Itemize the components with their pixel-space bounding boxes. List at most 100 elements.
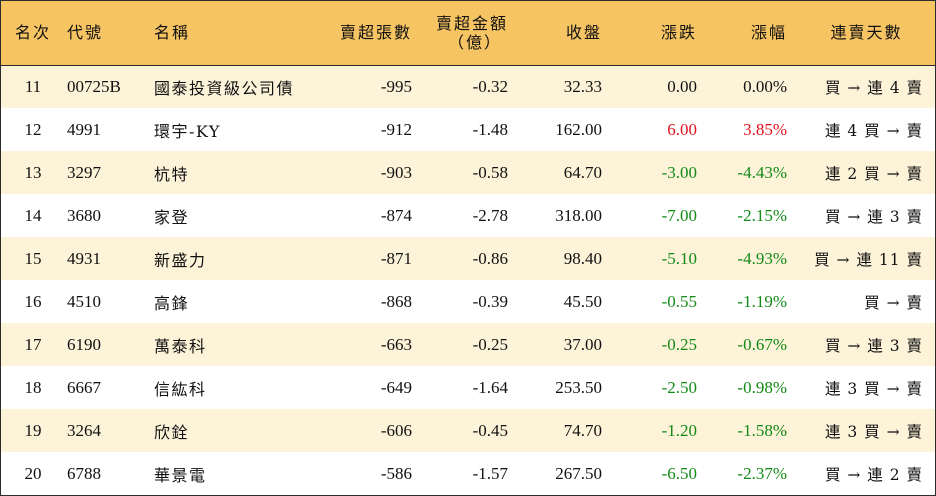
cell-consecutive-days: 連 2 買 → 賣	[824, 164, 923, 183]
cell-close: 253.50	[555, 377, 602, 397]
cell-consecutive-days: 買 → 連 4 賣	[824, 78, 923, 97]
cell-consecutive-days: 連 3 買 → 賣	[824, 422, 923, 441]
cell-close: 74.70	[563, 420, 602, 440]
cell-change: 6.00	[667, 119, 697, 139]
cell-name: 華景電	[154, 465, 207, 485]
cell-name: 家登	[154, 207, 190, 227]
cell-consecutive-days: 買 → 連 11 賣	[814, 250, 923, 269]
cell-consecutive-days: 買 → 連 3 賣	[824, 336, 923, 355]
cell-change-pct: -2.15%	[737, 205, 787, 225]
cell-close: 98.40	[563, 248, 602, 268]
cell-net-sell-amount: -0.58	[472, 162, 508, 182]
cell-code: 6667	[67, 377, 101, 397]
cell-rank: 18	[24, 377, 42, 397]
cell-rank: 14	[24, 205, 42, 225]
cell-close: 267.50	[555, 463, 602, 483]
cell-net-sell-amount: -1.64	[472, 377, 508, 397]
cell-change: 0.00	[667, 76, 697, 96]
cell-change-pct: -1.58%	[737, 420, 787, 440]
cell-code: 6190	[67, 334, 101, 354]
cell-change: -7.00	[661, 205, 697, 225]
cell-consecutive-days: 連 4 買 → 賣	[824, 121, 923, 140]
cell-name: 信紘科	[154, 379, 207, 399]
cell-rank: 19	[24, 420, 42, 440]
header-change-pct: 漲幅	[707, 1, 798, 66]
cell-code: 3680	[67, 205, 101, 225]
cell-change: -1.20	[661, 420, 697, 440]
header-net-sell-volume: 賣超張數	[319, 1, 422, 66]
cell-name: 新盛力	[154, 250, 207, 270]
header-close: 收盤	[518, 1, 614, 66]
cell-change-pct: -1.19%	[737, 291, 787, 311]
header-net-sell-amount-line1: 賣超金額	[435, 13, 508, 33]
cell-rank: 16	[24, 291, 42, 311]
cell-name: 國泰投資級公司債	[154, 78, 295, 98]
cell-code: 00725B	[67, 76, 121, 96]
cell-rank: 13	[24, 162, 42, 182]
cell-net-sell-amount: -0.39	[472, 291, 508, 311]
cell-net-sell-amount: -1.57	[472, 463, 508, 483]
header-net-sell-amount-line2: （億）	[447, 32, 502, 52]
cell-change: -2.50	[661, 377, 697, 397]
cell-net-sell-volume: -868	[380, 291, 412, 311]
cell-change: -5.10	[661, 248, 697, 268]
cell-change: -0.55	[661, 291, 697, 311]
cell-consecutive-days: 買 → 連 2 賣	[824, 465, 923, 484]
cell-net-sell-volume: -912	[380, 119, 412, 139]
cell-change-pct: -4.93%	[737, 248, 787, 268]
cell-net-sell-volume: -874	[380, 205, 412, 225]
table-row: 16 4510 高鋒 -868 -0.39 45.50 -0.55 -1.19% 買 → 賣	[1, 280, 935, 323]
cell-rank: 11	[24, 76, 42, 96]
cell-net-sell-amount: -0.32	[472, 76, 508, 96]
cell-close: 162.00	[555, 119, 602, 139]
cell-close: 37.00	[563, 334, 602, 354]
cell-close: 64.70	[563, 162, 602, 182]
cell-close: 32.33	[563, 76, 602, 96]
header-name: 名稱	[147, 1, 319, 66]
table-row: 11 00725B 國泰投資級公司債 -995 -0.32 32.33 0.00 0.00% 買…	[1, 65, 935, 108]
cell-rank: 12	[24, 119, 42, 139]
cell-change: -6.50	[661, 463, 697, 483]
cell-rank: 15	[24, 248, 42, 268]
cell-close: 45.50	[563, 291, 602, 311]
table-row: 13 3297 杭特 -903 -0.58 64.70 -3.00 -4.43% 連 2 買 →…	[1, 151, 935, 194]
cell-code: 4931	[67, 248, 101, 268]
cell-consecutive-days: 買 → 賣	[864, 293, 923, 312]
cell-change-pct: -2.37%	[737, 463, 787, 483]
cell-consecutive-days: 連 3 買 → 賣	[824, 379, 923, 398]
header-consecutive-days: 連賣天數	[798, 1, 935, 66]
header-row: 名次 代號 名稱 賣超張數 賣超金額 （億） 收盤 漲跌 漲幅 連賣天數	[1, 1, 935, 66]
cell-net-sell-amount: -0.25	[472, 334, 508, 354]
header-net-sell-amount: 賣超金額 （億）	[422, 1, 518, 66]
cell-change-pct: -0.98%	[737, 377, 787, 397]
cell-change: -0.25	[661, 334, 697, 354]
cell-net-sell-volume: -871	[380, 248, 412, 268]
cell-net-sell-volume: -663	[380, 334, 412, 354]
cell-name: 高鋒	[154, 293, 190, 313]
cell-net-sell-amount: -1.48	[472, 119, 508, 139]
cell-code: 6788	[67, 463, 101, 483]
cell-code: 3297	[67, 162, 101, 182]
cell-code: 4510	[67, 291, 101, 311]
cell-change-pct: 0.00%	[743, 76, 787, 96]
table-row: 14 3680 家登 -874 -2.78 318.00 -7.00 -2.15% 買 → 連 …	[1, 194, 935, 237]
cell-consecutive-days: 買 → 連 3 賣	[824, 207, 923, 226]
table-row: 15 4931 新盛力 -871 -0.86 98.40 -5.10 -4.93% 買 → 連 …	[1, 237, 935, 280]
cell-name: 杭特	[154, 164, 190, 184]
table-row: 18 6667 信紘科 -649 -1.64 253.50 -2.50 -0.98% 連 3 買…	[1, 366, 935, 409]
header-change: 漲跌	[614, 1, 707, 66]
table-row: 17 6190 萬泰科 -663 -0.25 37.00 -0.25 -0.67% 買 → 連 …	[1, 323, 935, 366]
cell-net-sell-volume: -649	[380, 377, 412, 397]
cell-rank: 17	[24, 334, 42, 354]
table-row: 20 6788 華景電 -586 -1.57 267.50 -6.50 -2.37% 買 → 連…	[1, 452, 935, 495]
header-rank: 名次	[1, 1, 65, 66]
cell-name: 環宇-KY	[154, 121, 221, 141]
cell-net-sell-volume: -586	[380, 463, 412, 483]
cell-net-sell-volume: -995	[380, 76, 412, 96]
cell-net-sell-amount: -0.86	[472, 248, 508, 268]
cell-change: -3.00	[661, 162, 697, 182]
table-row: 12 4991 環宇-KY -912 -1.48 162.00 6.00 3.85% 連 4 買…	[1, 108, 935, 151]
cell-change-pct: -0.67%	[737, 334, 787, 354]
cell-net-sell-volume: -903	[380, 162, 412, 182]
